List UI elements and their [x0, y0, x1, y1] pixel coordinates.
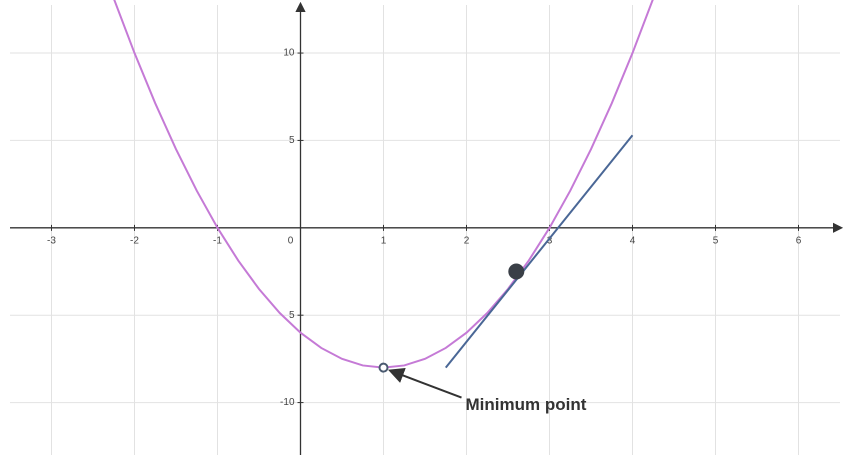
x-tick-label: 6: [796, 235, 802, 246]
x-tick-label: 1: [381, 235, 387, 246]
x-tick-label: 4: [630, 235, 636, 246]
y-tick-label: 5: [289, 310, 295, 321]
x-tick-label: 0: [288, 235, 294, 246]
x-tick-label: 2: [464, 235, 470, 246]
x-tick-label: 5: [713, 235, 719, 246]
curve: [444, 134, 634, 369]
annotation-text: Minimum point: [466, 395, 587, 414]
y-tick-label: -10: [280, 397, 295, 408]
x-tick-label: -3: [47, 235, 56, 246]
filled-point: [508, 263, 525, 280]
annotation-arrow: [388, 367, 462, 399]
y-tick-label: 5: [289, 135, 295, 146]
x-tick-label: -2: [130, 235, 139, 246]
x-tick-label: 3: [547, 235, 553, 246]
open-point: [378, 362, 389, 373]
x-tick-label: -1: [213, 235, 222, 246]
y-tick-label: 10: [283, 48, 295, 59]
